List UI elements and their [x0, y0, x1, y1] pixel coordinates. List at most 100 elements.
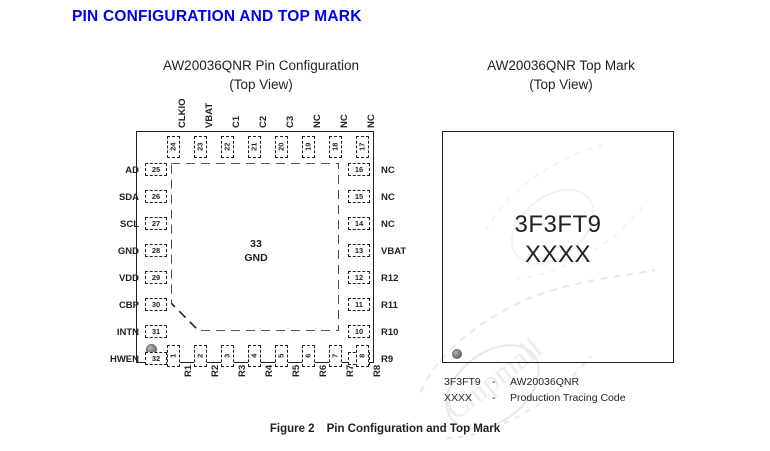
legend-dash: - [492, 376, 496, 388]
left-panel-heading-line2: (Top View) [229, 77, 293, 92]
pin-number-box: 19 [302, 136, 315, 158]
pin-configuration-diagram: 33 GND 24 CLKIO 23 VBAT 22 C1 21 C2 20 C3 19 NC 18 NC… [109, 98, 407, 377]
pin-number-box: 27 [145, 217, 167, 230]
pin-name: INTN [116, 327, 139, 338]
pin-number: 30 [151, 299, 161, 309]
legend-meaning: Production Tracing Code [510, 392, 626, 404]
pin-number: 22 [222, 142, 232, 152]
pin-number: 28 [151, 245, 161, 255]
pin-number-box: 20 [275, 136, 288, 158]
pin-name: R9 [381, 354, 394, 365]
pin-number-box: 18 [329, 136, 342, 158]
top-mark-text: 3F3FT9 XXXX [442, 210, 674, 270]
pin-number-box: 15 [348, 190, 370, 203]
left-panel-heading-line1: AW20036QNR Pin Configuration [162, 58, 360, 73]
pin-number-box: 16 [348, 163, 370, 176]
pin-number: 26 [151, 191, 161, 201]
pin-number: 10 [354, 326, 364, 336]
pin-name: GND [117, 246, 139, 257]
pin-number-box: 14 [348, 217, 370, 230]
pin-number: 7 [330, 353, 340, 359]
pin-number: 24 [168, 142, 178, 152]
pin-name: NC [339, 114, 350, 128]
pin-number: 8 [357, 353, 367, 359]
pin-number: 21 [249, 142, 259, 152]
pin-name: R6 [318, 364, 329, 377]
legend-code: 3F3FT9 [444, 376, 481, 388]
pin-number-box: 4 [248, 345, 261, 367]
pin-number: 13 [354, 245, 364, 255]
top-mark-pin1-indicator-dot [452, 349, 462, 359]
legend-dash: - [492, 392, 496, 404]
pin-name: VDD [118, 273, 139, 284]
pin-name: HWEN [109, 354, 139, 365]
pin-name: NC [312, 114, 323, 128]
pin-number-box: 22 [221, 136, 234, 158]
pin-number: 5 [276, 353, 286, 359]
pin-number-box: 10 [348, 325, 370, 338]
pin-name: R5 [291, 364, 302, 377]
pin-name: R11 [381, 300, 398, 311]
figure-caption: Figure 2 Pin Configuration and Top Mark [0, 423, 770, 435]
pin-number-box: 3 [221, 345, 234, 367]
legend-row: XXXX - Production Tracing Code [444, 390, 724, 406]
pin-number-box: 29 [145, 271, 167, 284]
thermal-pad-label: 33 GND [196, 238, 316, 265]
pin-number: 31 [151, 326, 161, 336]
left-panel-heading: AW20036QNR Pin Configuration (Top View) [150, 56, 372, 94]
pin-name: C1 [231, 115, 242, 128]
pin-number: 12 [354, 272, 364, 282]
pin-name: R8 [372, 364, 383, 377]
pin-name: SDA [118, 192, 139, 203]
pin-number-box: 26 [145, 190, 167, 203]
pin-number: 19 [303, 142, 313, 152]
pin-number-box: 7 [329, 345, 342, 367]
legend-code: XXXX [444, 392, 473, 404]
pin-number: 1 [168, 353, 178, 359]
pin-number: 17 [357, 142, 367, 152]
pin-number-box: 12 [348, 271, 370, 284]
pin-number-box: 30 [145, 298, 167, 311]
pin-name: R2 [210, 364, 221, 377]
legend-meaning: AW20036QNR [510, 376, 580, 388]
figure-caption-text: Pin Configuration and Top Mark [326, 423, 501, 435]
figure-caption-label: Figure 2 [269, 423, 315, 435]
pin-number: 15 [354, 191, 364, 201]
pin-name: SCL [120, 219, 139, 230]
pin-name: C3 [285, 115, 296, 128]
pin-number-box: 11 [348, 298, 370, 311]
pin-name: R4 [264, 364, 275, 377]
pin-number-box: 31 [145, 325, 167, 338]
right-panel-heading-line2: (Top View) [529, 77, 593, 92]
thermal-pad-name: GND [244, 251, 268, 264]
pin-name: VBAT [381, 246, 407, 257]
pin-number: 11 [355, 299, 363, 309]
pin-number: 14 [354, 218, 364, 228]
pin-number: 25 [151, 164, 161, 174]
pin-number: 23 [195, 142, 205, 152]
pin-number-box: 25 [145, 163, 167, 176]
pin-number: 3 [222, 353, 232, 359]
pin-name: VBAT [204, 102, 215, 128]
pin-name: R1 [183, 364, 194, 377]
pin-number-box: 13 [348, 244, 370, 257]
pin-number-box: 28 [145, 244, 167, 257]
pin-name: C2 [258, 115, 269, 128]
pin-name: R3 [237, 364, 248, 377]
package-outline [136, 131, 374, 363]
pin-name: R12 [381, 273, 399, 284]
pin-number-box: 32 [145, 352, 167, 365]
pin-number-box: 21 [248, 136, 261, 158]
pin-number: 16 [354, 164, 364, 174]
pin-name: R10 [381, 327, 399, 338]
pin-name: NC [381, 219, 395, 230]
page-title: PIN CONFIGURATION AND TOP MARK [72, 8, 362, 25]
pin-name: NC [381, 192, 395, 203]
pin-number: 6 [303, 353, 313, 359]
pin-number-box: 17 [356, 136, 369, 158]
pin-name: CLKIO [177, 98, 188, 128]
pin-number-box: 6 [302, 345, 315, 367]
pin-name: NC [381, 165, 395, 176]
pin-number: 20 [276, 142, 286, 152]
